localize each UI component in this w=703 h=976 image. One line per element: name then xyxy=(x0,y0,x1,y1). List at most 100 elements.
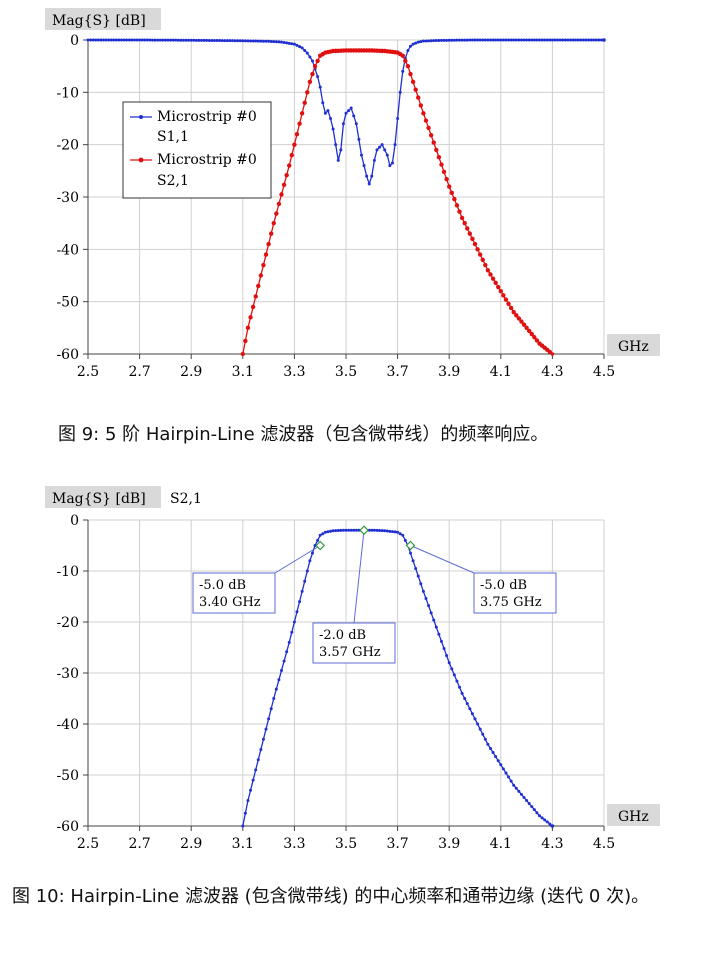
c1-series-point-0 xyxy=(290,42,294,46)
c1-series-point-0 xyxy=(300,46,304,50)
c1-series-point-0 xyxy=(576,38,580,42)
c2-series-point-0 xyxy=(463,697,467,700)
c2-series-point-0 xyxy=(414,566,418,570)
c2-series-point-0 xyxy=(256,758,260,762)
c2-ytick-label: -40 xyxy=(56,717,79,733)
c1-series-point-0 xyxy=(308,55,312,59)
c2-series-point-0 xyxy=(287,640,291,644)
c2-series-point-0 xyxy=(419,582,423,586)
marker-diamond[interactable] xyxy=(405,540,416,551)
c2-series-point-0 xyxy=(264,727,268,731)
c1-series-point-0 xyxy=(411,42,415,46)
c1-series-point-1 xyxy=(305,90,310,95)
c1-series-point-0 xyxy=(215,39,219,43)
c1-series-point-0 xyxy=(238,39,242,43)
c1-series-point-0 xyxy=(424,39,428,43)
c1-series-point-1 xyxy=(299,111,305,116)
c1-series-point-1 xyxy=(413,87,418,92)
c2-series-point-0 xyxy=(494,755,498,759)
c1-ytick-label: -30 xyxy=(56,190,79,206)
c1-series-point-1 xyxy=(475,247,480,252)
marker-diamond[interactable] xyxy=(315,540,326,551)
c2-series-point-0 xyxy=(390,530,394,534)
c1-series-point-1 xyxy=(250,304,256,310)
c1-series-point-0 xyxy=(94,38,98,42)
c1-series-point-0 xyxy=(249,39,253,43)
marker-diamond[interactable] xyxy=(359,525,369,536)
c2-series-point-0 xyxy=(450,667,454,671)
c2-series-point-0 xyxy=(321,532,325,536)
c1-series-point-0 xyxy=(158,38,162,42)
c1-xtick-label: 4.3 xyxy=(541,364,563,380)
c1-series-point-1 xyxy=(279,192,284,197)
c2-xtick-label: 3.1 xyxy=(232,836,254,852)
marker-annotations-2: -5.0 dB 3.40 GHz -2.0 dB 3.57 GHz -5.0 dB 3.7… xyxy=(192,525,557,664)
c1-series-point-0 xyxy=(272,40,276,44)
c1-series-point-1 xyxy=(248,315,253,320)
c2-series-point-0 xyxy=(261,737,265,741)
c1-series-point-0 xyxy=(488,38,492,42)
plot-area-2: 2.5 2.7 2.9 3.1 3.3 3.5 3.7 3.9 4.1 4.3 4.5 0 -10 -20… xyxy=(56,513,615,852)
c1-series-point-0 xyxy=(305,51,309,55)
y-axis-label-2: Mag{S} [dB] xyxy=(52,491,146,507)
c1-series-point-0 xyxy=(380,143,384,147)
c2-series-point-0 xyxy=(509,779,513,783)
c1-series-point-0 xyxy=(334,143,338,147)
c1-series-point-1 xyxy=(403,58,408,64)
c2-series-point-0 xyxy=(486,742,490,746)
c1-series-point-1 xyxy=(480,257,485,262)
c2-series-point-0 xyxy=(470,712,474,716)
c1-series-point-0 xyxy=(287,41,291,45)
c1-series-point-1 xyxy=(457,209,462,214)
c2-series-point-0 xyxy=(254,768,258,772)
c1-series-point-1 xyxy=(490,276,496,281)
c1-series-point-0 xyxy=(117,38,121,42)
c1-series-point-0 xyxy=(329,117,333,120)
legend-entry-1b: S1,1 xyxy=(157,129,189,145)
c1-series-point-0 xyxy=(452,38,456,42)
c1-series-point-1 xyxy=(483,262,488,268)
marker-leader-line xyxy=(353,530,365,624)
c1-series-point-1 xyxy=(519,319,524,324)
c1-series-point-0 xyxy=(298,45,302,49)
c1-xtick-label: 4.5 xyxy=(593,364,615,380)
c1-series-point-0 xyxy=(427,39,431,43)
c2-series-point-0 xyxy=(409,551,412,555)
c1-series-point-0 xyxy=(104,38,108,42)
c1-xtick-label: 3.9 xyxy=(438,364,460,380)
c1-series-point-0 xyxy=(455,38,459,42)
c1-series-point-0 xyxy=(352,114,356,118)
c1-series-point-0 xyxy=(251,39,255,43)
c2-series-point-0 xyxy=(496,759,500,763)
c1-series-point-0 xyxy=(344,111,348,115)
c2-series-point-0 xyxy=(483,737,487,741)
c2-series-point-0 xyxy=(308,559,312,563)
c2-series-point-0 xyxy=(396,530,400,534)
figure-2-caption: 图 10: Hairpin-Line 滤波器 (包含微带线) 的中心频率和通带边… xyxy=(12,886,650,907)
c1-series-point-1 xyxy=(441,169,447,175)
c1-ytick-label: -50 xyxy=(56,295,79,311)
c2-series-point-0 xyxy=(243,811,247,815)
c1-series-point-0 xyxy=(437,38,441,42)
c1-series-point-1 xyxy=(428,133,434,138)
c2-series-point-0 xyxy=(292,620,296,624)
c1-series-point-0 xyxy=(535,38,539,42)
c2-xtick-label: 2.7 xyxy=(128,836,150,852)
c1-series-point-0 xyxy=(323,111,327,115)
c1-series-point-0 xyxy=(140,38,144,42)
c1-series-point-0 xyxy=(205,38,209,42)
c2-series-point-0 xyxy=(329,529,333,533)
c1-series-point-0 xyxy=(365,174,369,178)
c1-series-point-0 xyxy=(130,38,134,42)
c1-series-point-1 xyxy=(289,152,295,158)
c1-series-point-0 xyxy=(476,38,480,42)
c1-series-point-0 xyxy=(442,38,446,42)
c2-series-point-0 xyxy=(323,530,327,534)
c1-series-point-0 xyxy=(545,38,549,42)
c2-series-point-0 xyxy=(344,528,348,532)
c1-series-point-0 xyxy=(109,38,113,42)
series-label-2: S2,1 xyxy=(170,491,202,507)
c2-series-point-0 xyxy=(476,722,480,726)
c2-ytick-label: 0 xyxy=(70,513,79,529)
c1-ytick-label: -60 xyxy=(56,347,79,363)
